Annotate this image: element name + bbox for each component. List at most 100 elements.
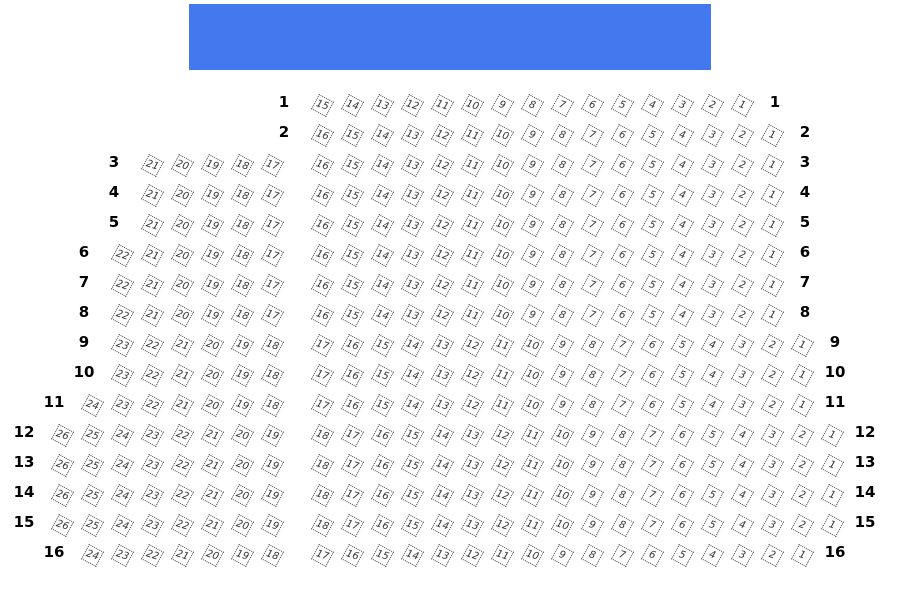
seat-4-4[interactable]: 4 (670, 183, 694, 207)
seat-12-21[interactable]: 21 (200, 423, 224, 447)
seat-5-11[interactable]: 11 (460, 213, 484, 237)
seat-15-5[interactable]: 5 (700, 513, 724, 537)
seat-9-23[interactable]: 23 (110, 333, 134, 357)
seat-15-10[interactable]: 10 (550, 513, 574, 537)
seat-4-14[interactable]: 14 (370, 183, 394, 207)
seat-16-18[interactable]: 18 (260, 543, 284, 567)
seat-14-23[interactable]: 23 (140, 483, 164, 507)
seat-14-26[interactable]: 26 (50, 483, 74, 507)
seat-5-4[interactable]: 4 (670, 213, 694, 237)
seat-11-2[interactable]: 2 (760, 393, 784, 417)
seat-16-12[interactable]: 12 (460, 543, 484, 567)
seat-13-21[interactable]: 21 (200, 453, 224, 477)
seat-4-9[interactable]: 9 (520, 183, 544, 207)
seat-4-17[interactable]: 17 (260, 183, 284, 207)
seat-9-5[interactable]: 5 (670, 333, 694, 357)
seat-11-14[interactable]: 14 (400, 393, 424, 417)
seat-9-11[interactable]: 11 (490, 333, 514, 357)
seat-15-18[interactable]: 18 (310, 513, 334, 537)
seat-3-7[interactable]: 7 (580, 153, 604, 177)
seat-8-12[interactable]: 12 (430, 303, 454, 327)
seat-5-1[interactable]: 1 (760, 213, 784, 237)
seat-9-15[interactable]: 15 (370, 333, 394, 357)
seat-7-22[interactable]: 22 (110, 273, 134, 297)
seat-3-20[interactable]: 20 (170, 153, 194, 177)
seat-16-23[interactable]: 23 (110, 543, 134, 567)
seat-8-9[interactable]: 9 (520, 303, 544, 327)
seat-15-19[interactable]: 19 (260, 513, 284, 537)
seat-7-1[interactable]: 1 (760, 273, 784, 297)
seat-15-4[interactable]: 4 (730, 513, 754, 537)
seat-15-16[interactable]: 16 (370, 513, 394, 537)
seat-7-5[interactable]: 5 (640, 273, 664, 297)
seat-11-5[interactable]: 5 (670, 393, 694, 417)
seat-14-24[interactable]: 24 (110, 483, 134, 507)
seat-3-12[interactable]: 12 (430, 153, 454, 177)
seat-14-7[interactable]: 7 (640, 483, 664, 507)
seat-12-18[interactable]: 18 (310, 423, 334, 447)
seat-1-5[interactable]: 5 (610, 93, 634, 117)
seat-12-11[interactable]: 11 (520, 423, 544, 447)
seat-16-24[interactable]: 24 (80, 543, 104, 567)
seat-8-7[interactable]: 7 (580, 303, 604, 327)
seat-9-10[interactable]: 10 (520, 333, 544, 357)
seat-6-5[interactable]: 5 (640, 243, 664, 267)
seat-9-4[interactable]: 4 (700, 333, 724, 357)
seat-13-15[interactable]: 15 (400, 453, 424, 477)
seat-3-18[interactable]: 18 (230, 153, 254, 177)
seat-10-14[interactable]: 14 (400, 363, 424, 387)
seat-16-5[interactable]: 5 (670, 543, 694, 567)
seat-14-19[interactable]: 19 (260, 483, 284, 507)
seat-11-23[interactable]: 23 (110, 393, 134, 417)
seat-7-3[interactable]: 3 (700, 273, 724, 297)
seat-5-9[interactable]: 9 (520, 213, 544, 237)
seat-13-16[interactable]: 16 (370, 453, 394, 477)
seat-2-10[interactable]: 10 (490, 123, 514, 147)
seat-1-6[interactable]: 6 (580, 93, 604, 117)
seat-6-11[interactable]: 11 (460, 243, 484, 267)
seat-1-2[interactable]: 2 (700, 93, 724, 117)
seat-4-10[interactable]: 10 (490, 183, 514, 207)
seat-8-15[interactable]: 15 (340, 303, 364, 327)
seat-9-19[interactable]: 19 (230, 333, 254, 357)
seat-16-20[interactable]: 20 (200, 543, 224, 567)
seat-13-17[interactable]: 17 (340, 453, 364, 477)
seat-15-8[interactable]: 8 (610, 513, 634, 537)
seat-9-14[interactable]: 14 (400, 333, 424, 357)
seat-12-25[interactable]: 25 (80, 423, 104, 447)
seat-10-18[interactable]: 18 (260, 363, 284, 387)
seat-3-17[interactable]: 17 (260, 153, 284, 177)
seat-4-19[interactable]: 19 (200, 183, 224, 207)
seat-2-16[interactable]: 16 (310, 123, 334, 147)
seat-10-20[interactable]: 20 (200, 363, 224, 387)
seat-15-12[interactable]: 12 (490, 513, 514, 537)
seat-14-3[interactable]: 3 (760, 483, 784, 507)
seat-14-21[interactable]: 21 (200, 483, 224, 507)
seat-7-9[interactable]: 9 (520, 273, 544, 297)
seat-1-8[interactable]: 8 (520, 93, 544, 117)
seat-11-24[interactable]: 24 (80, 393, 104, 417)
seat-5-7[interactable]: 7 (580, 213, 604, 237)
seat-12-26[interactable]: 26 (50, 423, 74, 447)
seat-10-12[interactable]: 12 (460, 363, 484, 387)
seat-13-20[interactable]: 20 (230, 453, 254, 477)
seat-14-16[interactable]: 16 (370, 483, 394, 507)
seat-14-12[interactable]: 12 (490, 483, 514, 507)
seat-4-16[interactable]: 16 (310, 183, 334, 207)
seat-15-1[interactable]: 1 (820, 513, 844, 537)
seat-6-17[interactable]: 17 (260, 243, 284, 267)
seat-3-8[interactable]: 8 (550, 153, 574, 177)
seat-8-3[interactable]: 3 (700, 303, 724, 327)
seat-13-5[interactable]: 5 (700, 453, 724, 477)
seat-1-15[interactable]: 15 (310, 93, 334, 117)
seat-10-19[interactable]: 19 (230, 363, 254, 387)
seat-16-13[interactable]: 13 (430, 543, 454, 567)
seat-5-19[interactable]: 19 (200, 213, 224, 237)
seat-2-3[interactable]: 3 (700, 123, 724, 147)
seat-9-7[interactable]: 7 (610, 333, 634, 357)
seat-14-14[interactable]: 14 (430, 483, 454, 507)
seat-3-4[interactable]: 4 (670, 153, 694, 177)
seat-12-7[interactable]: 7 (640, 423, 664, 447)
seat-12-16[interactable]: 16 (370, 423, 394, 447)
seat-6-4[interactable]: 4 (670, 243, 694, 267)
